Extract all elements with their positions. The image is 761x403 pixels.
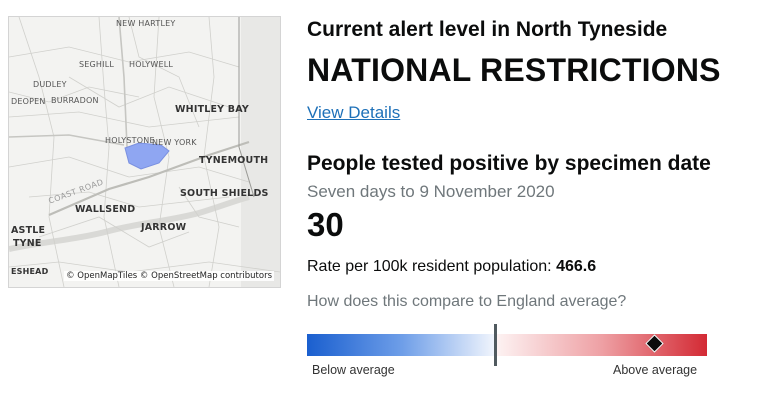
- map-label-holystone: HOLYSTONE: [105, 136, 155, 145]
- scale-below-segment: [307, 334, 497, 356]
- map-roads: [9, 17, 280, 287]
- map-label-burradon: BURRADON: [51, 96, 99, 105]
- scale-average-line: [494, 324, 497, 366]
- map-label-new-york: NEW YORK: [152, 138, 197, 147]
- area-map[interactable]: NEW HARTLEY SEGHILL HOLYWELL DUDLEY DEOP…: [8, 16, 281, 288]
- map-label-jarrow: JARROW: [141, 222, 187, 233]
- highlighted-area: [124, 142, 170, 170]
- comparison-scale: [307, 324, 707, 366]
- metric-heading: People tested positive by specimen date: [307, 152, 711, 175]
- map-label-tynemouth: TYNEMOUTH: [199, 155, 269, 166]
- map-attribution: © OpenMapTiles © OpenStreetMap contribut…: [64, 271, 274, 281]
- compare-question: How does this compare to England average…: [307, 293, 627, 310]
- rate-line: Rate per 100k resident population: 466.6: [307, 258, 596, 276]
- map-label-astle: ASTLE: [11, 225, 46, 236]
- scale-above-segment: [497, 334, 707, 356]
- map-label-tyne: TYNE: [13, 238, 42, 249]
- map-label-seghill: SEGHILL: [79, 60, 115, 69]
- alert-level-value: NATIONAL RESTRICTIONS: [307, 52, 721, 88]
- map-label-deopen: DEOPEN: [11, 97, 46, 106]
- metric-count: 30: [307, 206, 344, 243]
- map-label-south-shields: SOUTH SHIELDS: [180, 188, 269, 199]
- map-label-holywell: HOLYWELL: [129, 60, 174, 69]
- rate-label: Rate per 100k resident population:: [307, 258, 552, 275]
- view-details-link[interactable]: View Details: [307, 103, 401, 122]
- below-average-label: Below average: [312, 363, 395, 377]
- map-label-dudley: DUDLEY: [33, 80, 67, 89]
- rate-value: 466.6: [556, 258, 597, 275]
- alert-heading: Current alert level in North Tyneside: [307, 18, 668, 41]
- above-average-label: Above average: [613, 363, 698, 377]
- map-label-eshead: ESHEAD: [11, 267, 49, 276]
- map-label-new-hartley: NEW HARTLEY: [116, 19, 176, 28]
- map-label-wallsend: WALLSEND: [75, 204, 136, 215]
- map-label-whitley-bay: WHITLEY BAY: [175, 104, 249, 115]
- metric-period: Seven days to 9 November 2020: [307, 182, 555, 201]
